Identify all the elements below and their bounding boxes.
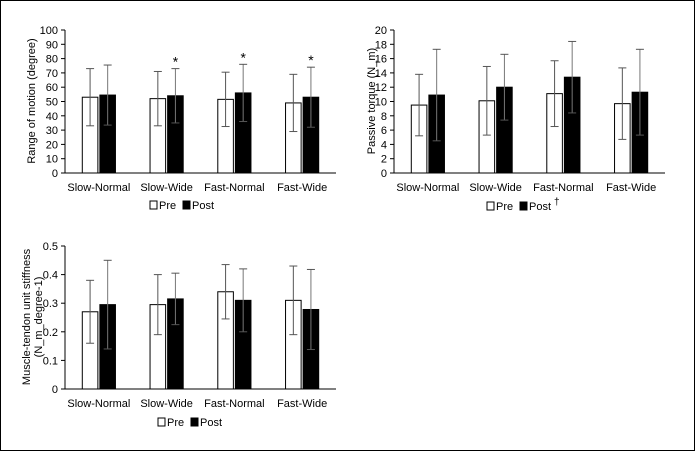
y-tick-label: 50 bbox=[46, 97, 58, 109]
legend-label-pre: Pre bbox=[159, 200, 176, 212]
y-tick-label: 10 bbox=[375, 97, 387, 109]
x-tick-label: Slow-Normal bbox=[396, 182, 459, 194]
y-tick-label: 0.2 bbox=[43, 327, 58, 339]
legend-swatch-pre bbox=[149, 200, 158, 210]
x-tick-label: Fast-Normal bbox=[204, 398, 265, 410]
x-tick-label: Slow-Wide bbox=[140, 182, 193, 194]
y-tick-label: 4 bbox=[381, 139, 387, 151]
y-tick-label: 0.4 bbox=[43, 270, 58, 282]
x-tick-label: Slow-Wide bbox=[140, 398, 193, 410]
significance-marker: * bbox=[240, 49, 246, 65]
y-tick-label: 70 bbox=[46, 68, 58, 80]
y-tick-label: 0 bbox=[381, 168, 387, 180]
y-axis-label: Range of motion (degree) bbox=[26, 38, 38, 163]
y-tick-label: 0 bbox=[52, 168, 58, 180]
y-tick-label: 6 bbox=[381, 125, 387, 137]
x-tick-label: Slow-Normal bbox=[67, 398, 130, 410]
x-tick-label: Slow-Wide bbox=[469, 182, 522, 194]
significance-marker: * bbox=[308, 52, 314, 68]
y-tick-label: 100 bbox=[40, 25, 58, 37]
legend-label-post: Post bbox=[200, 417, 222, 429]
significance-marker: * bbox=[173, 54, 179, 70]
y-tick-label: 8 bbox=[381, 111, 387, 123]
legend-swatch-post bbox=[190, 417, 199, 427]
legend-label-pre: Pre bbox=[496, 201, 513, 213]
y-tick-label: 12 bbox=[375, 82, 387, 94]
y-tick-label: 60 bbox=[46, 82, 58, 94]
x-tick-label: Fast-Normal bbox=[204, 182, 265, 194]
y-tick-label: 20 bbox=[46, 139, 58, 151]
y-tick-label: 0.5 bbox=[43, 241, 58, 253]
legend-swatch-post bbox=[182, 200, 191, 210]
legend-swatch-pre bbox=[157, 417, 166, 427]
y-axis-label: (N_m_degree-1) bbox=[33, 277, 45, 358]
y-tick-label: 2 bbox=[381, 154, 387, 166]
y-tick-label: 90 bbox=[46, 39, 58, 51]
y-tick-label: 14 bbox=[375, 68, 387, 80]
x-tick-label: Fast-Wide bbox=[277, 182, 327, 194]
legend-swatch-pre bbox=[486, 201, 495, 211]
y-tick-label: 10 bbox=[46, 154, 58, 166]
legend-label-post: Post bbox=[192, 200, 214, 212]
y-tick-label: 40 bbox=[46, 111, 58, 123]
x-tick-label: Slow-Normal bbox=[67, 182, 130, 194]
y-tick-label: 30 bbox=[46, 125, 58, 137]
y-tick-label: 80 bbox=[46, 54, 58, 66]
legend-label-post: Post bbox=[529, 201, 551, 213]
x-tick-label: Fast-Wide bbox=[606, 182, 656, 194]
y-tick-label: 20 bbox=[375, 25, 387, 37]
legend-dagger-marker: † bbox=[554, 197, 560, 208]
chart-passive-torque: 0 2 4 6 8 10 12 14 16 18 20 Passive torque (N_m) Slo… bbox=[366, 25, 665, 213]
y-axis-label: Muscle-tendon unit stiffness bbox=[21, 248, 33, 385]
y-axis-label: Passive torque (N_m) bbox=[366, 48, 378, 154]
y-tick-label: 0.3 bbox=[43, 298, 58, 310]
y-tick-label: 0 bbox=[52, 384, 58, 396]
y-tick-label: 16 bbox=[375, 54, 387, 66]
x-tick-label: Fast-Wide bbox=[277, 398, 327, 410]
legend-swatch-post bbox=[519, 201, 528, 211]
chart-mtu-stiffness: 0 0.1 0.2 0.3 0.4 0.5 Muscle-tendon unit stiff… bbox=[21, 241, 336, 429]
y-tick-label: 0.1 bbox=[43, 355, 58, 367]
x-tick-label: Fast-Normal bbox=[533, 182, 594, 194]
y-tick-label: 18 bbox=[375, 39, 387, 51]
legend-label-pre: Pre bbox=[167, 417, 184, 429]
